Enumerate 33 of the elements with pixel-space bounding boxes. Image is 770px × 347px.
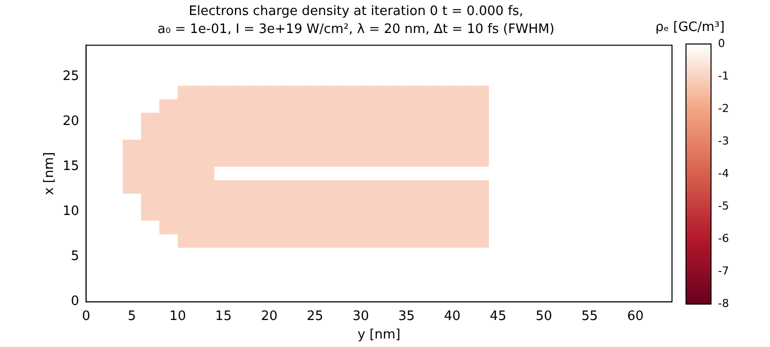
x-tick-label: 45 <box>490 308 506 324</box>
x-tick-label: 30 <box>352 308 370 324</box>
y-tick-label: 5 <box>70 249 80 264</box>
y-tick-label: 25 <box>62 69 80 84</box>
chart-title: Electrons charge density at iteration 0 t = 0.000 fs, <box>188 4 524 20</box>
color-bar-label: -3 <box>718 134 729 148</box>
x-tick-label: 5 <box>128 308 136 324</box>
color-bar-label: -5 <box>718 199 729 212</box>
color-bar-label: -8 <box>718 296 729 310</box>
color-bar-label: -2 <box>718 102 729 115</box>
x-tick-label: 15 <box>215 308 232 324</box>
x-tick-label: 40 <box>444 308 461 324</box>
color-bar-label: -6 <box>718 232 729 245</box>
y-tick-label: 20 <box>62 114 80 130</box>
x-tick-label: 60 <box>627 308 644 324</box>
y-tick-label: 15 <box>62 159 80 174</box>
y-tick-label: 0 <box>70 294 80 310</box>
color-bar-label: -7 <box>718 264 729 278</box>
x-axis-title: y [nm] <box>358 328 401 343</box>
y-tick-label: 10 <box>62 204 80 220</box>
x-tick-label: 20 <box>260 308 278 324</box>
color-bar-title: ρₑ [GC/m³] <box>655 20 725 35</box>
color-bar-label: 0 <box>718 36 726 50</box>
x-tick-label: 25 <box>306 308 324 324</box>
x-tick-label: 35 <box>398 308 415 324</box>
chart-subtitle: a₀ = 1e-01, I = 3e+19 W/cm², λ = 20 nm, Δt = 10 fs (FWHM) <box>158 22 554 37</box>
x-tick-label: 0 <box>82 308 90 324</box>
x-tick-label: 55 <box>581 308 598 324</box>
y-axis-title: x [nm] <box>42 152 58 195</box>
x-tick-label: 50 <box>536 308 552 324</box>
color-bar-label: -1 <box>718 69 729 82</box>
x-tick-label: 10 <box>169 308 186 324</box>
color-bar-label: -4 <box>718 166 729 180</box>
